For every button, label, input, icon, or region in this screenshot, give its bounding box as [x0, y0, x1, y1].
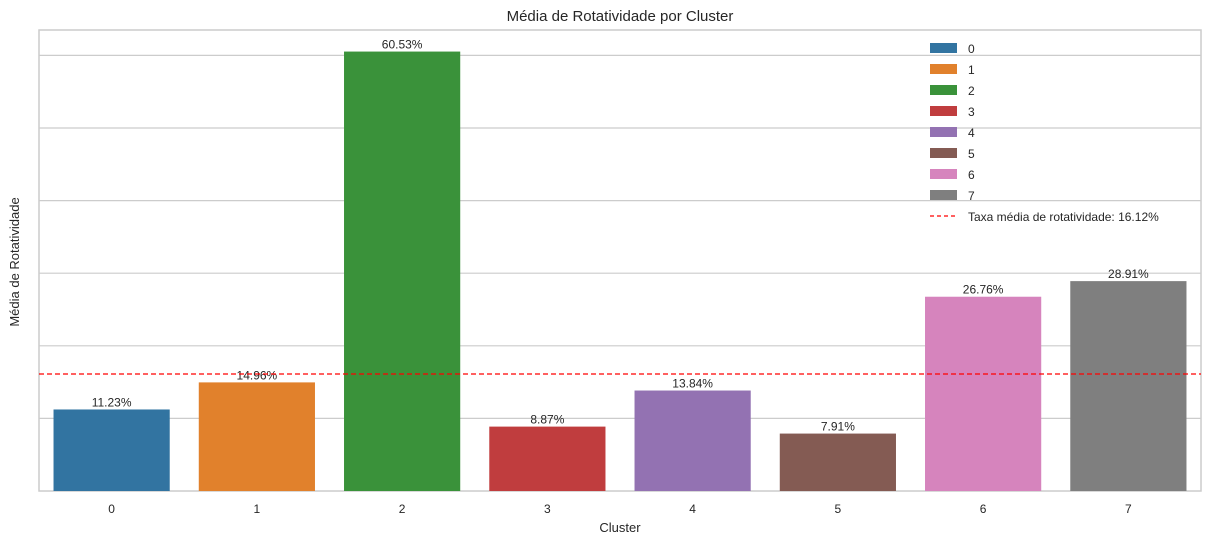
x-tick-label-3: 3: [544, 502, 551, 516]
data-label-1: 14.96%: [237, 368, 278, 382]
x-tick-label-5: 5: [835, 502, 842, 516]
data-label-7: 28.91%: [1108, 267, 1149, 281]
bar-0: [53, 409, 170, 491]
bar-2: [344, 51, 461, 491]
legend-swatch-3: [930, 106, 957, 116]
chart-title: Média de Rotatividade por Cluster: [507, 8, 734, 25]
data-label-2: 60.53%: [382, 38, 423, 52]
legend-label-0: 0: [968, 42, 975, 56]
bar-7: [1070, 281, 1187, 491]
bar-5: [779, 433, 896, 491]
plot-frame: [38, 29, 1202, 492]
bar-1: [198, 382, 315, 491]
bar-6: [925, 296, 1042, 491]
data-label-3: 8.87%: [530, 413, 564, 427]
bar-4: [634, 390, 751, 491]
legend-swatch-5: [930, 148, 957, 158]
x-tick-label-0: 0: [108, 502, 115, 516]
legend: 0 1 2 3 4 5 6 7 Taxa média de rotatividade: 16.1…: [930, 42, 1159, 224]
legend-label-3: 3: [968, 105, 975, 119]
legend-label-average-line: Taxa média de rotatividade: 16.12%: [968, 210, 1159, 224]
x-tick-label-6: 6: [980, 502, 987, 516]
x-tick-label-1: 1: [254, 502, 261, 516]
x-axis-label: Cluster: [599, 520, 641, 535]
legend-swatch-7: [930, 190, 957, 200]
x-tick-label-4: 4: [689, 502, 696, 516]
legend-label-6: 6: [968, 168, 975, 182]
legend-swatch-0: [930, 43, 957, 53]
legend-label-5: 5: [968, 147, 975, 161]
data-label-5: 7.91%: [821, 420, 855, 434]
legend-label-7: 7: [968, 189, 975, 203]
legend-swatch-2: [930, 85, 957, 95]
legend-swatch-4: [930, 127, 957, 137]
bar-3: [489, 426, 606, 491]
data-label-4: 13.84%: [672, 377, 713, 391]
y-axis-label: Média de Rotatividade: [7, 197, 22, 326]
data-label-0: 11.23%: [92, 395, 132, 409]
plot-area: 11.23% 0 14.96% 1 60.53% 2 8.87% 3 13.84% 4 7.91% 5…: [38, 29, 1202, 516]
legend-label-4: 4: [968, 126, 975, 140]
x-tick-label-2: 2: [399, 502, 406, 516]
legend-swatch-1: [930, 64, 957, 74]
legend-label-1: 1: [968, 63, 975, 77]
data-label-6: 26.76%: [963, 283, 1004, 297]
legend-swatch-6: [930, 169, 957, 179]
legend-label-2: 2: [968, 84, 975, 98]
x-tick-label-7: 7: [1125, 502, 1132, 516]
